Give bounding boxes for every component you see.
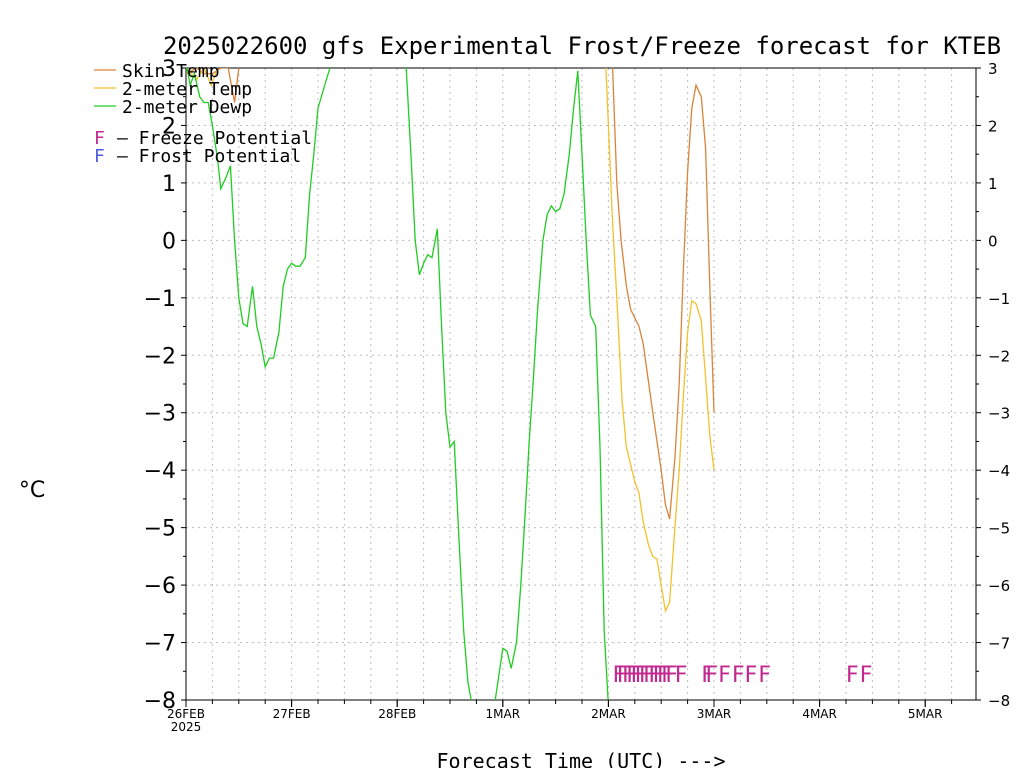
legend-potential-label: – Freeze Potential <box>117 128 312 149</box>
x-tick-label: 3MAR <box>697 707 732 721</box>
legend-potential-char: F <box>94 128 105 149</box>
marker-freeze: F <box>617 663 630 688</box>
y-tick-label-right: −3 <box>988 405 1010 423</box>
legend-label: 2-meter Temp <box>122 79 252 100</box>
y-tick-label-right: 2 <box>988 117 998 135</box>
marker-freeze: F <box>631 663 644 688</box>
y-tick-label-right: −1 <box>988 290 1010 308</box>
legend-label: Skin Temp <box>122 61 220 82</box>
x-year-label: 2025 <box>171 720 202 734</box>
marker-freeze: F <box>639 663 652 688</box>
marker-freeze: F <box>745 663 758 688</box>
y-tick-label-left: −4 <box>144 459 176 484</box>
y-tick-label-left: −3 <box>144 402 176 427</box>
y-tick-label-right: −7 <box>988 635 1010 653</box>
marker-freeze: F <box>635 663 648 688</box>
series-layer <box>186 68 715 700</box>
legend-potential-char: F <box>94 146 105 167</box>
marker-freeze: F <box>758 663 771 688</box>
series-line-2-meter-dewp <box>186 68 609 700</box>
x-tick-label: 27FEB <box>273 707 311 721</box>
y-tick-label-left: −7 <box>144 632 176 657</box>
y-tick-label-left: 2 <box>162 114 176 139</box>
x-tick-label: 28FEB <box>378 707 416 721</box>
y-tick-label-right: 3 <box>988 60 998 78</box>
x-tick-label: 2MAR <box>591 707 626 721</box>
y-tick-label-right: −6 <box>988 577 1010 595</box>
marker-freeze: F <box>718 663 731 688</box>
marker-freeze: F <box>649 663 662 688</box>
y-tick-label-left: −6 <box>144 574 176 599</box>
y-tick-label-left: −1 <box>144 287 176 312</box>
x-tick-label: 5MAR <box>908 707 943 721</box>
y-tick-label-right: 0 <box>988 232 998 250</box>
marker-freeze: F <box>860 663 873 688</box>
y-tick-label-right: −8 <box>988 692 1010 710</box>
x-tick-label: 1MAR <box>486 707 521 721</box>
y-tick-label-right: 1 <box>988 175 998 193</box>
marker-freeze: F <box>665 663 678 688</box>
plot-frame <box>185 67 977 701</box>
marker-freeze: F <box>675 663 688 688</box>
marker-freeze: F <box>643 663 656 688</box>
marker-freeze: F <box>732 663 745 688</box>
marker-freeze: F <box>701 663 714 688</box>
y-tick-label-right: −4 <box>988 462 1010 480</box>
marker-freeze: F <box>626 663 639 688</box>
y-tick-label-right: −5 <box>988 520 1010 538</box>
legend-potential-label: – Frost Potential <box>117 146 301 167</box>
y-tick-label-left: −5 <box>144 517 176 542</box>
legend-label: 2-meter Dewp <box>122 97 252 118</box>
y-axis-label: °C <box>19 478 45 503</box>
marker-freeze: F <box>846 663 859 688</box>
y-tick-label-left: −8 <box>144 689 176 714</box>
chart-title: 2025022600 gfs Experimental Frost/Freeze… <box>163 32 1001 60</box>
x-tick-label: 26FEB <box>167 707 205 721</box>
marker-freeze: F <box>661 663 674 688</box>
axes: 3 3 2 2 1 1 0 0 −1 −1 −2 −2 −3 −3 −4 −4 −5 −5 −6 −6 −7 −7 −8 −8… <box>144 57 1011 734</box>
grid <box>186 68 976 700</box>
x-axis-label: Forecast Time (UTC) ---> <box>437 749 726 768</box>
y-tick-label-left: 0 <box>162 229 176 254</box>
x-tick-label: 4MAR <box>802 707 837 721</box>
y-tick-label-right: −2 <box>988 347 1010 365</box>
marker-freeze: F <box>653 663 666 688</box>
marker-freeze: F <box>706 663 719 688</box>
y-tick-label-left: 3 <box>162 57 176 82</box>
marker-freeze: F <box>622 663 635 688</box>
marker-freeze: F <box>657 663 670 688</box>
marker-freeze: F <box>613 663 626 688</box>
y-tick-label-left: 1 <box>162 172 176 197</box>
y-tick-label-left: −2 <box>144 344 176 369</box>
